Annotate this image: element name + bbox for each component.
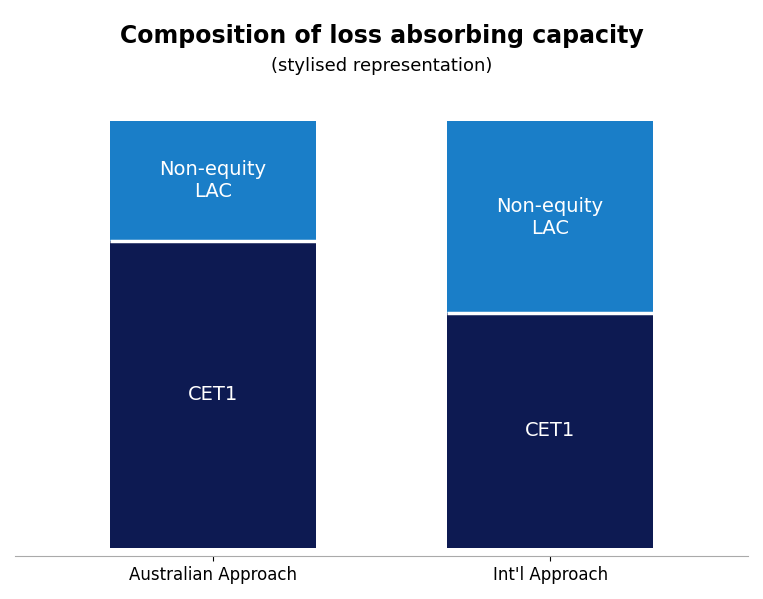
Bar (447, 121, 652, 313)
Text: Non-equity
LAC: Non-equity LAC (497, 196, 604, 238)
Text: (stylised representation): (stylised representation) (271, 57, 492, 75)
Text: CET1: CET1 (525, 421, 575, 440)
Text: CET1: CET1 (188, 385, 238, 404)
Bar (111, 121, 316, 241)
Text: Non-equity
LAC: Non-equity LAC (159, 161, 266, 201)
Bar (447, 313, 652, 547)
Text: Composition of loss absorbing capacity: Composition of loss absorbing capacity (120, 24, 643, 48)
Bar (111, 241, 316, 547)
